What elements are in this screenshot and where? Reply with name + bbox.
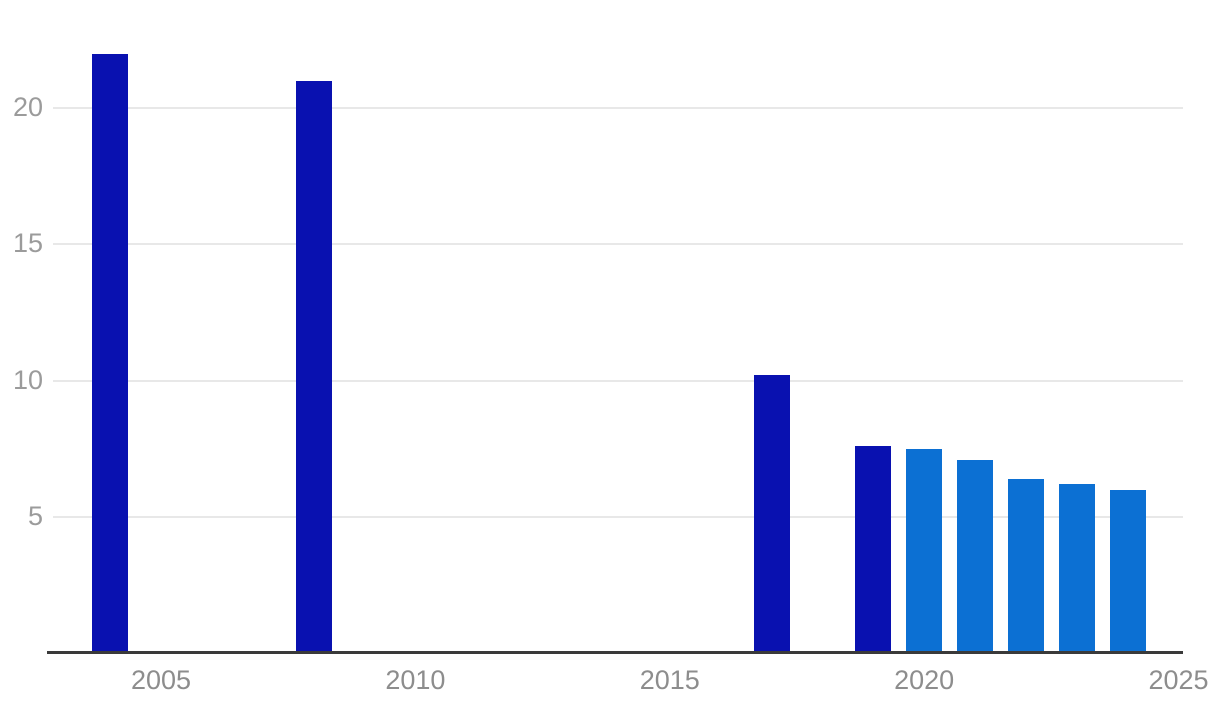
x-tick-label: 2005 [130,665,192,695]
bar [753,375,790,653]
gridline [53,515,1183,518]
gridline [53,379,1183,382]
y-tick-label: 20 [12,92,43,122]
y-tick-label: 5 [27,500,43,531]
bar [1058,484,1095,653]
x-tick-label: 2015 [639,665,700,695]
bar [1109,489,1146,653]
bar [906,448,943,653]
x-axis-line [47,651,1183,654]
gridline [53,243,1183,246]
bar [295,80,332,653]
bar [92,53,129,653]
gridline [53,107,1183,109]
y-tick-label: 15 [12,228,43,259]
bar [855,445,892,653]
x-tick-label: 2020 [894,665,955,695]
x-tick-label: 2025 [1148,665,1209,695]
bar [957,459,993,653]
bar [1007,478,1044,653]
x-tick-label: 2010 [385,665,446,695]
y-tick-label: 10 [12,364,43,395]
